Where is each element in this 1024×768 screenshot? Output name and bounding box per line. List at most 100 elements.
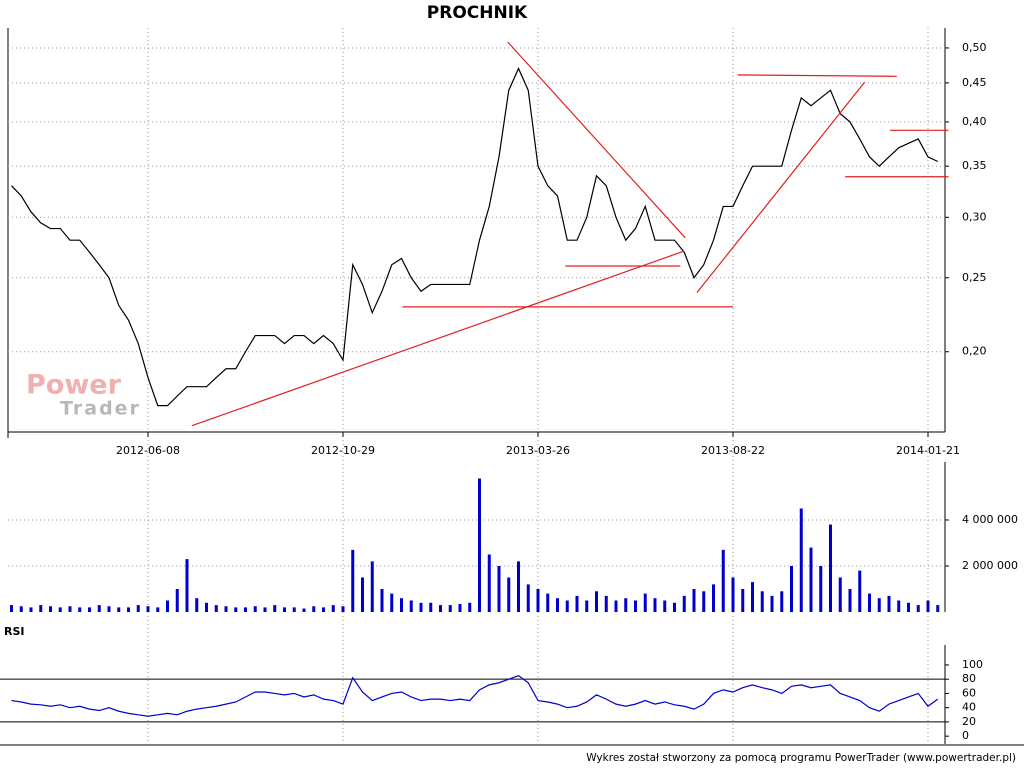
volume-bar [770, 595, 774, 612]
volume-bar [536, 588, 540, 612]
volume-bar [595, 591, 598, 612]
y-tick-label: 4 000 000 [962, 513, 1018, 526]
volume-bar [702, 591, 706, 612]
volume-bar [49, 606, 52, 612]
volume-bar [751, 582, 754, 612]
volume-bar [341, 606, 345, 612]
x-tick-label: 2012-10-29 [311, 444, 375, 457]
volume-bar [682, 595, 686, 612]
volume-bar [790, 565, 793, 612]
volume-bar [731, 577, 735, 612]
volume-bar [478, 478, 481, 612]
x-tick-label: 2013-03-26 [506, 444, 570, 457]
volume-bar [526, 584, 530, 612]
volume-bar [58, 607, 62, 612]
volume-bar [877, 598, 881, 612]
volume-bar [721, 549, 725, 612]
volume-bar [253, 606, 257, 612]
volume-bar [97, 605, 101, 612]
volume-bar [224, 606, 228, 612]
volume-bar [556, 598, 559, 612]
volume-bar [10, 605, 13, 612]
y-tick-label: 0,20 [962, 345, 987, 358]
y-tick-label: 2 000 000 [962, 559, 1018, 572]
volume-bar [175, 588, 179, 612]
volume-bar [292, 607, 296, 612]
y-tick-label: 40 [962, 701, 976, 714]
trend-line [507, 41, 686, 239]
volume-bar [487, 554, 491, 612]
volume-bar [468, 602, 472, 612]
volume-bar [780, 591, 784, 612]
volume-bar [146, 606, 150, 612]
volume-bar [887, 595, 891, 612]
volume-bar [156, 607, 160, 612]
x-tick-label: 2014-01-21 [896, 444, 960, 457]
volume-bar [68, 606, 72, 612]
series-line [11, 674, 939, 717]
volume-bar [312, 606, 316, 612]
volume-bar [400, 598, 403, 612]
volume-bar [448, 605, 452, 612]
volume-bar [624, 598, 628, 612]
volume-bar [858, 570, 862, 612]
volume-bar [458, 603, 462, 612]
volume-bar [88, 607, 91, 612]
volume-bar [575, 595, 579, 612]
volume-bar [868, 593, 871, 612]
volume-bar [29, 607, 33, 612]
volume-bar [107, 606, 111, 612]
trend-line [696, 81, 866, 294]
volume-bar [19, 606, 23, 612]
watermark: Power [26, 370, 122, 401]
volume-bar [614, 600, 618, 612]
chart-title: PROCHNIK [427, 3, 528, 23]
volume-bar [907, 602, 910, 612]
volume-bar [283, 607, 286, 612]
volume-bar [692, 588, 696, 612]
y-tick-label: 0,45 [962, 76, 987, 89]
volume-bar [848, 588, 852, 612]
volume-bar [166, 600, 169, 612]
y-tick-label: 0,40 [962, 115, 987, 128]
volume-bar [244, 607, 247, 612]
volume-bar [361, 577, 364, 612]
volume-bar [643, 593, 647, 612]
volume-bar [585, 600, 589, 612]
y-tick-label: 0 [962, 729, 969, 742]
volume-bar [546, 593, 550, 612]
volume-bar [673, 602, 676, 612]
volume-bar [517, 561, 520, 612]
volume-bar [322, 607, 325, 612]
volume-bar [78, 607, 82, 612]
volume-bar [809, 547, 813, 612]
y-tick-label: 100 [962, 658, 983, 671]
volume-bar [838, 577, 842, 612]
volume-bar [741, 588, 745, 612]
volume-bar [39, 605, 43, 612]
volume-bar [565, 600, 569, 612]
y-tick-label: 20 [962, 715, 976, 728]
volume-bar [234, 607, 238, 612]
volume-bar [380, 588, 384, 612]
y-tick-label: 0,30 [962, 210, 987, 223]
volume-bar [439, 605, 442, 612]
volume-bar [351, 549, 355, 612]
pane-title: RSI [4, 625, 25, 638]
volume-bar [829, 524, 832, 612]
y-tick-label: 0,50 [962, 41, 987, 54]
volume-bar [185, 559, 189, 612]
series-line [11, 66, 939, 407]
y-tick-label: 80 [962, 672, 976, 685]
volume-bar [897, 600, 901, 612]
volume-bar [819, 565, 823, 612]
volume-bar [331, 605, 335, 612]
volume-bar [390, 593, 394, 612]
volume-bar [136, 605, 140, 612]
volume-bar [604, 595, 608, 612]
volume-bar [429, 602, 433, 612]
volume-bar [419, 602, 423, 612]
volume-bar [302, 608, 306, 612]
